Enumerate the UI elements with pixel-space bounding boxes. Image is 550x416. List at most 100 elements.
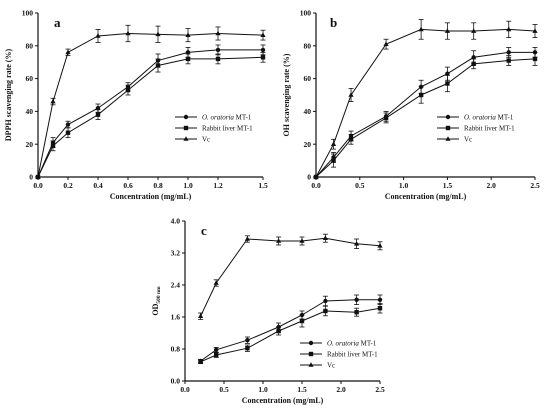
legend-label-rest: MT-1: [496, 114, 514, 122]
data-point: [125, 87, 131, 93]
y-tick-label: 3.2: [171, 249, 181, 258]
data-point: [532, 28, 538, 33]
data-point: [330, 141, 337, 146]
data-point: [354, 310, 359, 315]
data-point: [322, 235, 328, 240]
data-point: [348, 92, 354, 97]
data-point: [377, 243, 383, 248]
x-tick-label: 1.0: [258, 385, 268, 394]
data-point: [95, 112, 101, 117]
data-point: [348, 137, 354, 142]
data-point: [313, 174, 319, 179]
data-point: [185, 56, 191, 62]
y-tick-label: 40: [304, 107, 312, 116]
y-tick-label: 2.4: [171, 281, 181, 290]
x-tick-label: 0.0: [33, 181, 43, 190]
x-tick-label: 0.6: [123, 181, 133, 190]
y-tick-label: 20: [26, 140, 34, 149]
legend-label: O. oratoria MT-1: [464, 114, 514, 122]
data-point: [471, 61, 476, 67]
data-point: [65, 49, 71, 55]
data-point: [377, 297, 383, 302]
legend-label: Rabbit liver MT-1: [202, 125, 253, 133]
x-tick-label: 0.4: [93, 181, 103, 190]
data-point: [214, 352, 219, 358]
y-tick-label: 4.0: [171, 217, 181, 226]
chart-panel-c: 0.0 0.8 1.6 2.4 3.2 4.0 0.0 0.5 1.0 1.5 2.0 2.5 Conc…: [151, 217, 385, 405]
x-tick-label: 0.2: [63, 181, 73, 190]
series-square: [313, 51, 538, 180]
y-axis-label: OH scavenging rate (%): [282, 53, 291, 136]
data-point: [506, 26, 512, 32]
data-point: [198, 313, 204, 318]
data-point: [245, 338, 250, 343]
x-axis-label: Concentration (mg/mL): [242, 396, 324, 405]
y-tick-label: 60: [26, 74, 34, 83]
x-tick-label: 0.8: [153, 181, 163, 190]
data-point: [354, 241, 360, 246]
x-tick-label: 0.0: [311, 181, 321, 190]
series-triangle: [35, 24, 266, 179]
data-point: [276, 238, 282, 243]
legend-marker: [308, 340, 314, 346]
legend-label: Rabbit liver MT-1: [327, 351, 378, 359]
data-point: [299, 238, 305, 243]
series-line: [315, 28, 536, 178]
data-point: [383, 115, 389, 121]
data-point: [445, 71, 450, 76]
x-axis-label: Concentration (mg/mL): [385, 192, 467, 201]
series-line: [200, 299, 380, 362]
data-point: [244, 236, 250, 241]
panel-label: a: [54, 15, 61, 30]
x-tick-label: 1.0: [183, 181, 193, 190]
legend-label-italic: O. oratoria: [327, 340, 359, 348]
y-tick-label: 1.6: [171, 313, 181, 322]
data-point: [532, 56, 538, 62]
x-tick-label: 0.0: [180, 385, 190, 394]
data-point: [35, 174, 41, 179]
legend-marker: [445, 136, 451, 141]
data-point: [155, 31, 161, 37]
legend-label-rest: MT-1: [359, 340, 377, 348]
x-tick-label: 2.0: [487, 181, 497, 190]
x-tick-label: 2.5: [530, 181, 540, 190]
y-tick-label: 0.0: [171, 377, 181, 386]
legend-marker: [445, 125, 451, 131]
x-tick-label: 1.5: [258, 181, 268, 190]
x-tick-label: 0.5: [219, 385, 229, 394]
y-tick-label: 20: [304, 140, 312, 149]
data-point: [331, 158, 336, 163]
legend-label: Vc: [464, 136, 472, 144]
data-point: [65, 122, 71, 127]
data-point: [418, 92, 424, 98]
x-axis-label: Concentration (mg/mL): [110, 192, 192, 201]
data-point: [471, 55, 476, 60]
data-point: [213, 280, 219, 285]
data-point: [383, 41, 389, 46]
legend-marker: [308, 362, 314, 367]
data-point: [185, 32, 191, 37]
x-tick-label: 1.0: [399, 181, 409, 190]
y-tick-label: 80: [304, 41, 312, 50]
data-point: [323, 308, 328, 314]
data-point: [506, 50, 511, 55]
data-point: [276, 328, 281, 334]
chart-panel-a: 0 20 40 60 80 100 0.0 0.2 0.4 0.6 0.8 1.0 1.2 1.5 Conc…: [4, 9, 268, 201]
data-point: [445, 81, 450, 86]
series-square: [198, 302, 383, 364]
data-point: [65, 130, 71, 135]
data-point: [155, 63, 161, 68]
x-tick-label: 1.5: [443, 181, 453, 190]
legend-marker: [445, 114, 451, 120]
y-tick-label: 0.8: [171, 345, 181, 354]
panel-label: c: [201, 223, 207, 238]
data-point: [299, 318, 305, 324]
legend-label-italic: O. oratoria: [202, 114, 234, 122]
data-point: [95, 33, 101, 38]
legend-marker: [183, 125, 189, 131]
legend-label: Rabbit liver MT-1: [464, 125, 515, 133]
data-point: [323, 298, 328, 304]
legend-label-rest: MT-1: [234, 114, 252, 122]
data-point: [50, 143, 56, 149]
legend-marker: [183, 136, 189, 141]
